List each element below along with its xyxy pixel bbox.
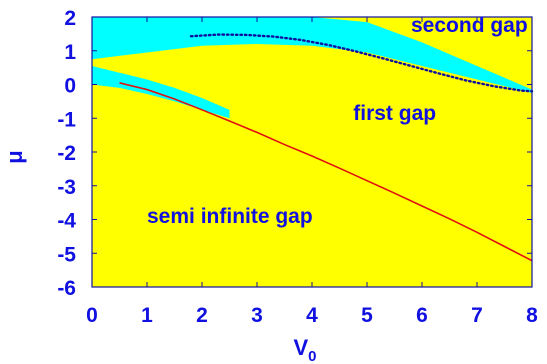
y-tick-label: -3 — [57, 176, 76, 199]
x-tick-label: 6 — [416, 304, 428, 327]
x-tick-label: 7 — [471, 304, 483, 327]
y-tick-label: -1 — [57, 108, 76, 131]
x-tick-label: 2 — [196, 304, 208, 327]
band-region-1 — [92, 65, 230, 119]
x-tick-label: 8 — [526, 304, 538, 327]
y-tick-label: -2 — [57, 142, 76, 165]
dotted-curve — [189, 33, 534, 93]
solid-curve — [119, 82, 533, 262]
plot-area — [91, 16, 534, 288]
y-axis-ticks: 2 1 0 -1 -2 -3 -4 -5 -6 — [57, 7, 532, 300]
data-series — [119, 33, 534, 262]
x-axis-title: V0 — [293, 335, 316, 364]
region-label: second gap — [411, 14, 528, 37]
y-tick-label: -4 — [57, 210, 76, 233]
x-axis-ticks: 0 1 2 3 4 5 6 7 8 — [86, 17, 538, 327]
x-tick-label: 3 — [251, 304, 263, 327]
region-label: semi infinite gap — [147, 205, 313, 228]
x-tick-label: 0 — [86, 304, 98, 327]
y-tick-label: 0 — [64, 75, 76, 98]
x-axis-title-main: V — [293, 335, 308, 360]
y-tick-label: -6 — [57, 277, 76, 300]
region-label: first gap — [353, 102, 436, 125]
y-tick-label: 1 — [64, 41, 76, 64]
plot-background — [92, 17, 532, 287]
x-tick-label: 1 — [141, 304, 153, 327]
x-tick-label: 5 — [361, 304, 373, 327]
y-axis-title: μ — [2, 150, 27, 163]
y-tick-label: 2 — [64, 7, 76, 30]
x-tick-label: 4 — [306, 304, 318, 327]
region-annotations: second gap first gap semi infinite gap — [147, 14, 528, 228]
x-axis-title-subscript: 0 — [308, 348, 316, 364]
y-tick-label: -5 — [57, 243, 76, 266]
